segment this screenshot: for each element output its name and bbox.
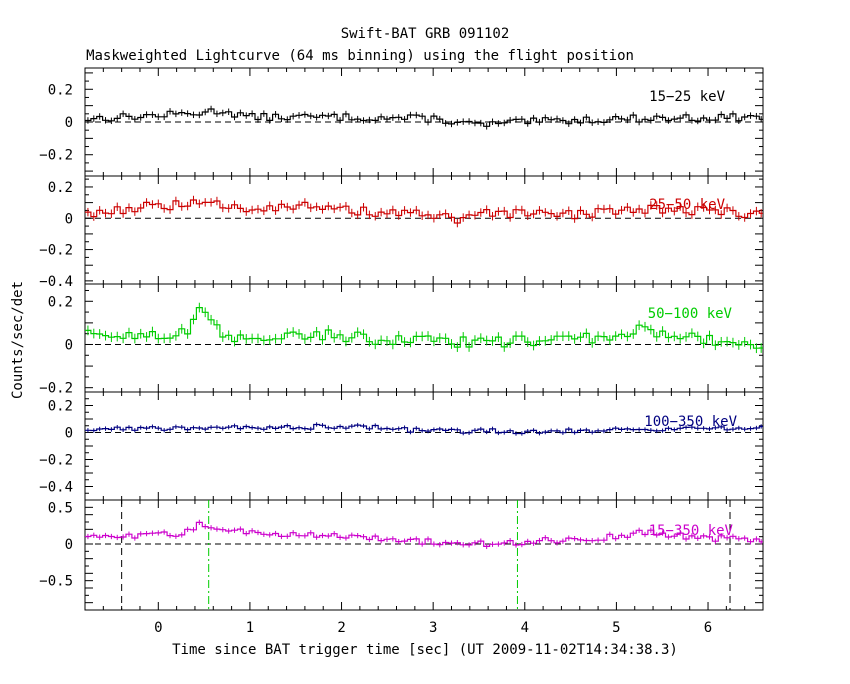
panel-frame [84, 283, 764, 393]
panel-3: 0.2 0 −0.2 50−100 keV [39, 283, 764, 397]
y-tick-label: −0.2 [39, 453, 73, 469]
y-tick-label: −0.2 [39, 381, 73, 397]
y-tick-label: 0 [65, 426, 73, 442]
y-axis-label: Counts/sec/det [10, 281, 26, 399]
energy-band-label: 15−350 keV [649, 523, 734, 539]
y-tick-label: 0 [65, 337, 73, 353]
energy-band-label: 50−100 keV [648, 306, 733, 322]
lightcurve-series [85, 521, 763, 547]
y-tick-label: −0.2 [39, 243, 73, 259]
panel-1: 0.2 0 −0.2 15−25 keV [39, 67, 764, 177]
x-axis-label: Time since BAT trigger time [sec] (UT 20… [172, 642, 678, 658]
x-tick-label: 1 [246, 620, 254, 636]
x-tick-label: 2 [337, 620, 345, 636]
lightcurve-series [85, 423, 763, 435]
y-tick-label: 0.2 [48, 294, 73, 310]
energy-band-label: 25−50 keV [649, 197, 725, 213]
panel-2: 0.2 0 −0.2 −0.4 25−50 keV [39, 175, 764, 290]
x-tick-label: 6 [704, 620, 712, 636]
y-tick-label: −0.2 [39, 148, 73, 164]
y-tick-label: 0 [65, 115, 73, 131]
y-tick-label: 0.2 [48, 82, 73, 98]
energy-band-label: 100−350 keV [644, 414, 737, 430]
y-tick-label: −0.5 [39, 574, 73, 590]
x-tick-label: 3 [429, 620, 437, 636]
y-tick-label: 0 [65, 537, 73, 553]
y-tick-label: 0.2 [48, 180, 73, 196]
y-tick-label: −0.4 [39, 274, 73, 290]
lightcurve-series [85, 199, 763, 224]
lightcurve-series [85, 307, 763, 349]
chart-subtitle: Maskweighted Lightcurve (64 ms binning) … [86, 48, 634, 64]
lightcurve-series [85, 108, 763, 127]
x-tick-label: 0 [154, 620, 162, 636]
x-tick-label: 5 [612, 620, 620, 636]
panel-frame [84, 391, 764, 501]
x-tick-label: 4 [521, 620, 529, 636]
panel-frame [84, 499, 764, 611]
panel-frame [84, 175, 764, 285]
y-tick-label: 0 [65, 211, 73, 227]
y-tick-label: 0.2 [48, 399, 73, 415]
y-tick-label: −0.4 [39, 480, 73, 496]
panel-5: 0.5 0 −0.5 15−350 keV 0 1 2 3 4 5 6 [39, 499, 764, 636]
panel-4: 0.2 0 −0.2 −0.4 100−350 keV [39, 391, 764, 501]
energy-band-label: 15−25 keV [649, 89, 725, 105]
y-tick-label: 0.5 [48, 500, 73, 516]
chart-title: Swift-BAT GRB 091102 [341, 26, 510, 42]
